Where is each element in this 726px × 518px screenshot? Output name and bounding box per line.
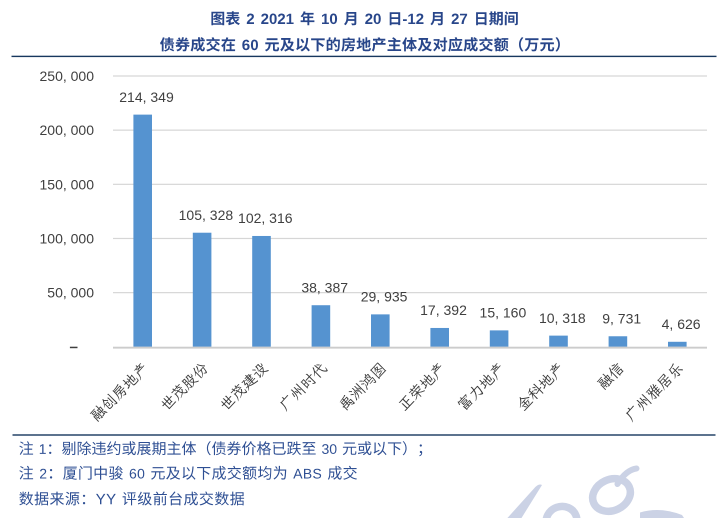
svg-text:250, 000: 250, 000 xyxy=(40,68,95,84)
svg-text:38, 387: 38, 387 xyxy=(301,279,348,295)
svg-text:4, 626: 4, 626 xyxy=(662,316,701,332)
svg-text:214, 349: 214, 349 xyxy=(119,89,174,105)
svg-text:200, 000: 200, 000 xyxy=(40,122,95,138)
svg-text:102, 316: 102, 316 xyxy=(238,210,293,226)
svg-text:105, 328: 105, 328 xyxy=(179,207,234,223)
svg-text:9, 731: 9, 731 xyxy=(602,311,641,327)
svg-text:50, 000: 50, 000 xyxy=(47,285,94,301)
svg-text:17, 392: 17, 392 xyxy=(420,302,467,318)
svg-text:29, 935: 29, 935 xyxy=(361,289,408,305)
svg-text:10, 318: 10, 318 xyxy=(539,310,586,326)
svg-text:100, 000: 100, 000 xyxy=(40,231,95,247)
svg-text:15, 160: 15, 160 xyxy=(480,305,527,321)
svg-text:150, 000: 150, 000 xyxy=(40,176,95,192)
